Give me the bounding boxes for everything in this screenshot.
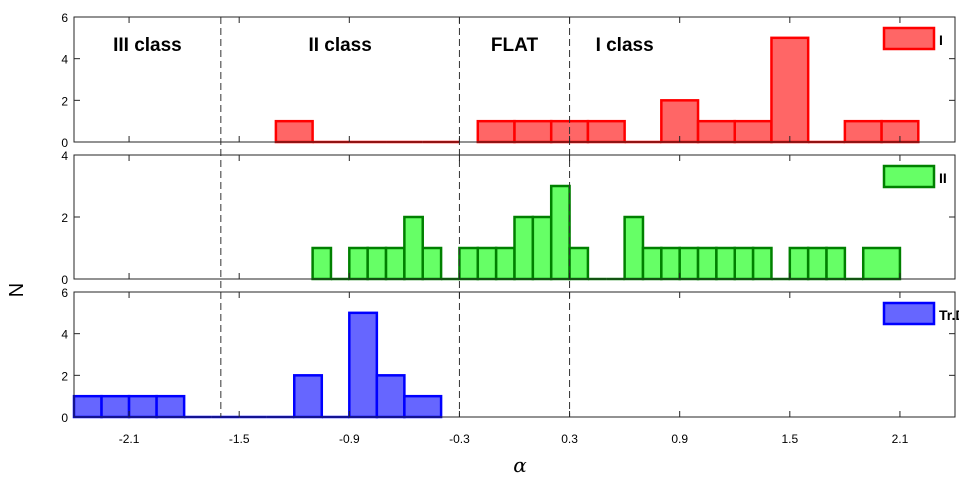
bar-ii bbox=[641, 246, 663, 281]
x-tick-label: 2.1 bbox=[892, 432, 909, 446]
x-tick-label: 1.5 bbox=[781, 432, 798, 446]
y-tick-label: 2 bbox=[61, 211, 68, 225]
y-tick-label: 0 bbox=[61, 273, 68, 287]
x-tick-label: -1.5 bbox=[229, 432, 250, 446]
bar-i bbox=[770, 36, 810, 144]
bar-i bbox=[733, 119, 773, 144]
bar-tr-d bbox=[72, 394, 103, 419]
bar-ii bbox=[751, 246, 773, 281]
y-axis-title: N bbox=[6, 283, 28, 297]
legend-label: Tr.D bbox=[939, 307, 959, 323]
bar-ii bbox=[733, 246, 755, 281]
bar-ii bbox=[623, 215, 645, 281]
legend-swatch bbox=[882, 301, 936, 326]
bar-ii bbox=[806, 246, 828, 281]
bar-i bbox=[274, 119, 314, 144]
panel-frame bbox=[73, 291, 956, 418]
bar-ii bbox=[660, 246, 681, 281]
bar-ii bbox=[348, 246, 369, 281]
y-tick-label: 4 bbox=[61, 328, 68, 342]
bar-ii bbox=[476, 246, 498, 281]
x-axis-title: α bbox=[513, 453, 527, 477]
y-tick-label: 6 bbox=[61, 286, 68, 300]
x-tick-label: -0.9 bbox=[339, 432, 360, 446]
bar-ii bbox=[715, 246, 736, 281]
bar-ii bbox=[549, 184, 571, 281]
x-tick-label: 0.3 bbox=[561, 432, 578, 446]
region-label: I class bbox=[596, 35, 654, 56]
bar-i bbox=[696, 119, 737, 144]
bar-tr-d bbox=[348, 311, 379, 419]
bar-i bbox=[843, 119, 883, 144]
x-tick-label: 0.9 bbox=[671, 432, 688, 446]
bar-tr-d bbox=[375, 374, 406, 419]
bar-ii bbox=[568, 246, 590, 281]
bar-tr-d bbox=[155, 394, 186, 419]
y-tick-label: 0 bbox=[61, 136, 68, 150]
bar-ii bbox=[861, 246, 902, 281]
bar-ii bbox=[678, 246, 700, 281]
bar-ii bbox=[421, 246, 443, 281]
bar-i bbox=[586, 119, 626, 144]
y-tick-label: 2 bbox=[61, 369, 68, 383]
bar-ii bbox=[366, 246, 388, 281]
region-label: II class bbox=[308, 35, 371, 56]
region-label: FLAT bbox=[491, 35, 539, 56]
x-tick-label: -2.1 bbox=[119, 432, 140, 446]
panel-frame bbox=[73, 16, 956, 143]
bar-ii bbox=[825, 246, 847, 281]
bar-tr-d bbox=[293, 374, 324, 419]
bar-ii bbox=[696, 246, 718, 281]
bar-tr-d bbox=[100, 394, 131, 419]
legend-swatch bbox=[882, 26, 936, 51]
bar-ii bbox=[788, 246, 810, 281]
bar-ii bbox=[384, 246, 406, 281]
bar-ii bbox=[494, 246, 516, 281]
y-tick-label: 2 bbox=[61, 94, 68, 108]
y-tick-label: 6 bbox=[61, 11, 68, 25]
bar-i bbox=[513, 119, 553, 144]
x-tick-label: -0.3 bbox=[449, 432, 470, 446]
bar-i bbox=[476, 119, 516, 144]
bar-tr-d bbox=[403, 394, 443, 419]
y-tick-label: 0 bbox=[61, 411, 68, 425]
legend-label: I bbox=[939, 32, 943, 48]
y-tick-label: 4 bbox=[61, 149, 68, 163]
bar-ii bbox=[403, 215, 424, 281]
bar-ii bbox=[513, 215, 535, 281]
legend-swatch bbox=[882, 164, 936, 189]
bar-ii bbox=[311, 246, 333, 281]
y-tick-label: 4 bbox=[61, 53, 68, 67]
region-label: III class bbox=[113, 35, 182, 56]
legend-label: II bbox=[939, 170, 947, 186]
bar-i bbox=[660, 99, 700, 144]
bar-tr-d bbox=[127, 394, 158, 419]
bar-ii bbox=[531, 215, 553, 281]
bar-ii bbox=[458, 246, 480, 281]
